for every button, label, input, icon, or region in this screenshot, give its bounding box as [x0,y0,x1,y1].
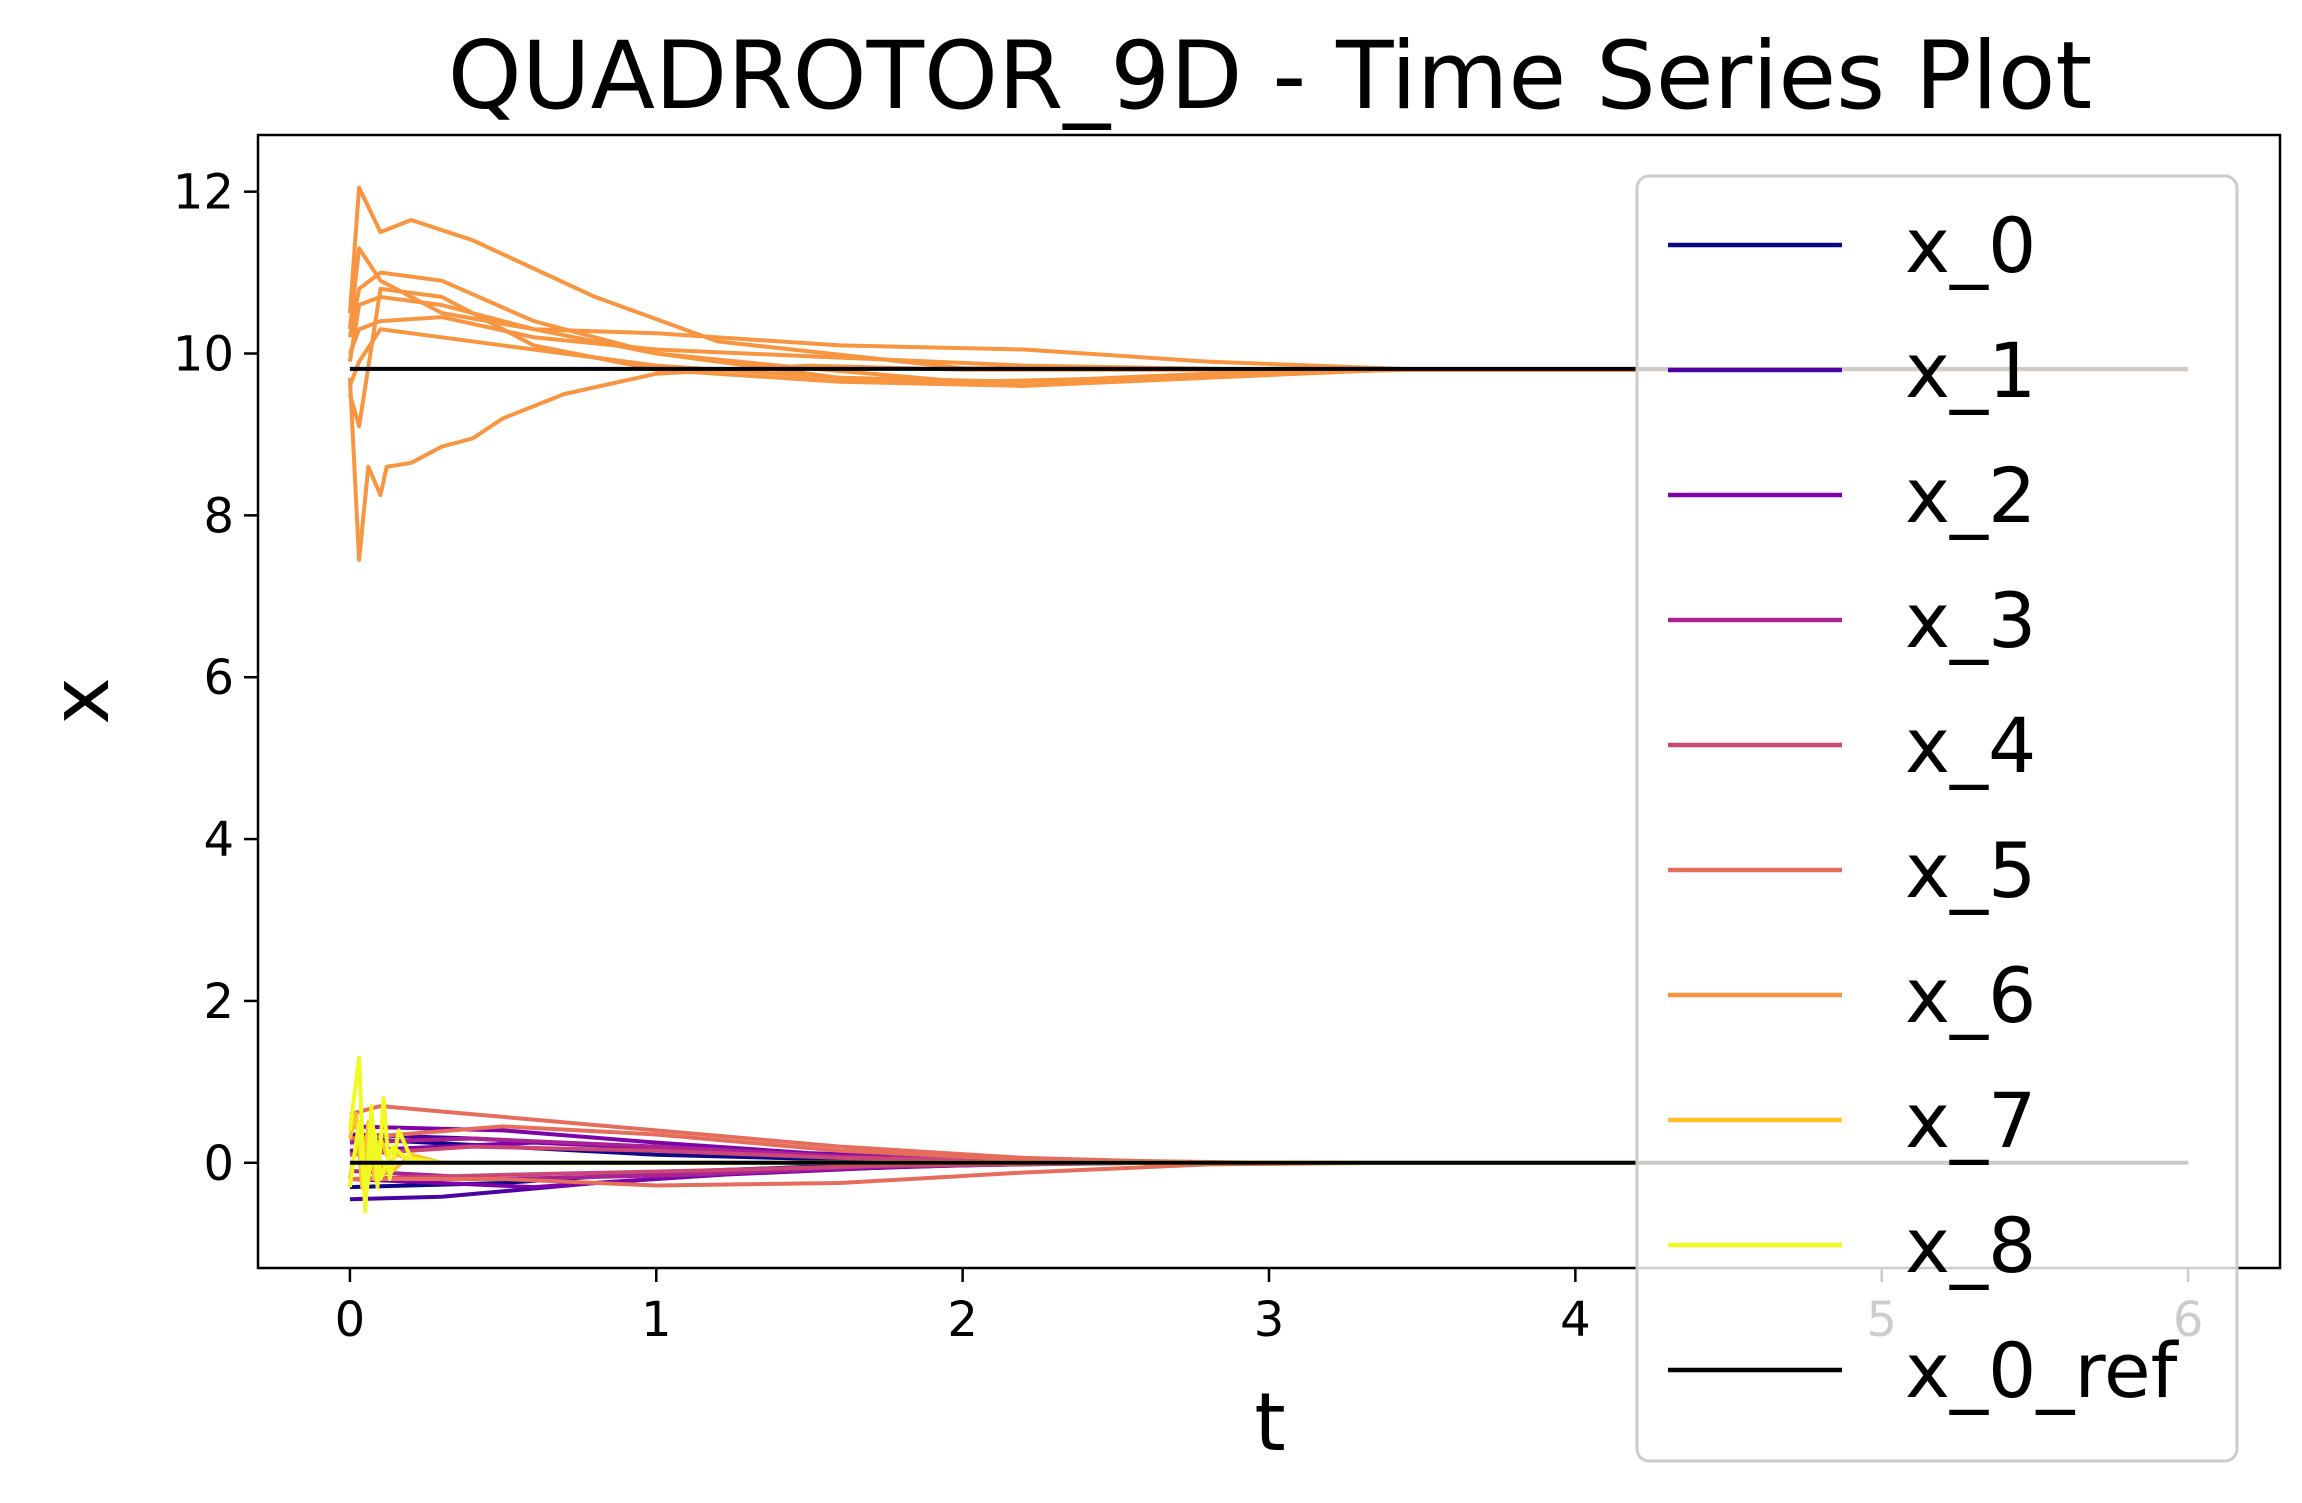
y-tick-label: 4 [203,812,234,868]
legend-label: x_0_ref [1905,1326,2180,1415]
x-tick-label: 2 [947,1292,978,1348]
legend-label: x_8 [1905,1201,2036,1290]
legend-label: x_0 [1905,201,2036,290]
legend-label: x_7 [1905,1076,2036,1165]
y-tick-label: 8 [203,488,234,544]
x-tick-label: 4 [1560,1292,1591,1348]
x-tick-label: 1 [641,1292,672,1348]
legend: x_0 x_1 x_2 x_3 x_4 x_5 x_6 x_7 x_8 x_0_ref [1635,174,2239,1463]
y-tick-label: 12 [173,165,234,221]
legend-label: x_2 [1905,451,2036,540]
legend-label: x_1 [1905,326,2036,415]
x-axis-label: t [1254,1376,1285,1469]
x-tick-label: 3 [1254,1292,1285,1348]
legend-label: x_5 [1905,826,2036,915]
y-tick-label: 2 [203,974,234,1030]
legend-label: x_4 [1905,701,2036,790]
y-tick-label: 10 [173,327,234,383]
legend-label: x_6 [1905,951,2036,1040]
legend-label: x_3 [1905,576,2036,665]
x-tick-label: 0 [335,1292,366,1348]
y-axis-label: x [34,677,127,724]
y-tick-label: 0 [203,1136,234,1192]
y-tick-label: 6 [203,650,234,706]
series-line-x_8-1 [347,1120,2189,1206]
chart-title: QUADROTOR_9D - Time Series Plot [448,22,2092,131]
series-line-x_6-2 [347,246,2189,372]
plot-lines [347,185,2189,1214]
